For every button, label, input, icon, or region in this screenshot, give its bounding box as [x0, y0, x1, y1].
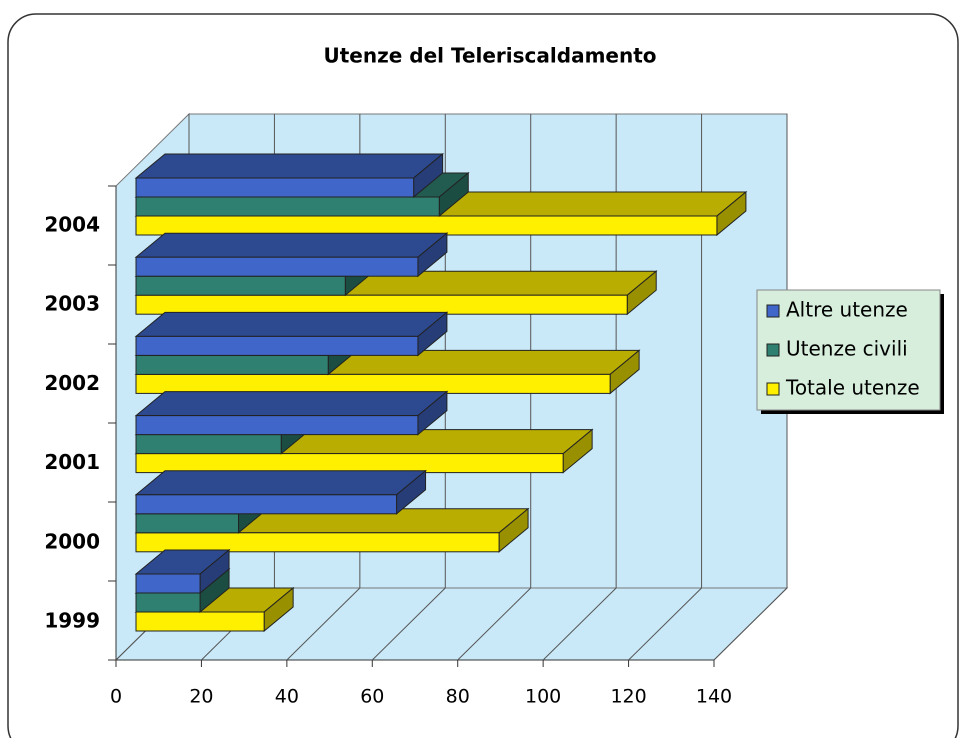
y-tick-label: 1999: [44, 609, 100, 633]
x-tick-label: 20: [189, 686, 213, 708]
y-tick-label: 2001: [44, 450, 100, 474]
bar: [135, 453, 564, 474]
grid-line: [542, 587, 617, 661]
bar: [135, 177, 415, 198]
legend-label: Altre utenze: [786, 298, 908, 322]
bar: [135, 256, 419, 277]
bar: [135, 196, 440, 217]
legend-label: Totale utenze: [785, 376, 920, 400]
bar: [135, 494, 398, 515]
grid-line: [457, 587, 532, 661]
bar: [135, 415, 419, 436]
grid-line: [713, 587, 788, 661]
y-tick-label: 2003: [44, 292, 100, 316]
grid-line: [286, 587, 361, 661]
legend-swatch: [766, 304, 780, 318]
x-tick-label: 80: [446, 686, 470, 708]
bar: [135, 532, 500, 553]
x-tick-label: 100: [525, 686, 561, 708]
chart-title: Utenze del Teleriscaldamento: [323, 44, 656, 68]
x-tick-label: 120: [610, 686, 646, 708]
bar: [135, 573, 201, 594]
grid-line: [371, 587, 446, 661]
bar: [135, 611, 265, 632]
grid-line: [628, 587, 702, 661]
x-tick-label: 0: [110, 686, 122, 708]
bar-top: [134, 153, 445, 179]
legend: Altre utenze Utenze civili Totale utenze: [756, 289, 944, 414]
bar-top: [134, 232, 449, 258]
bar-top: [134, 470, 427, 496]
legend-label: Utenze civili: [786, 337, 908, 361]
legend-swatch: [766, 382, 780, 396]
bar: [135, 335, 419, 356]
x-tick-label: 40: [275, 686, 299, 708]
y-tick-label: 2002: [44, 371, 100, 395]
legend-swatch: [766, 343, 780, 357]
bar: [135, 294, 628, 315]
y-tick-label: 2004: [44, 213, 100, 237]
bar: [135, 434, 282, 455]
bar: [135, 513, 240, 534]
bar: [135, 215, 718, 236]
bar: [135, 373, 611, 394]
bar-top: [134, 391, 449, 417]
y-tick-label: 2000: [44, 529, 100, 553]
x-tick-label: 140: [696, 686, 732, 708]
bar: [135, 275, 346, 296]
bar-top: [134, 311, 449, 337]
x-tick-label: 60: [360, 686, 384, 708]
bar: [135, 592, 201, 613]
bar: [135, 354, 329, 375]
legend-box: [756, 289, 941, 411]
